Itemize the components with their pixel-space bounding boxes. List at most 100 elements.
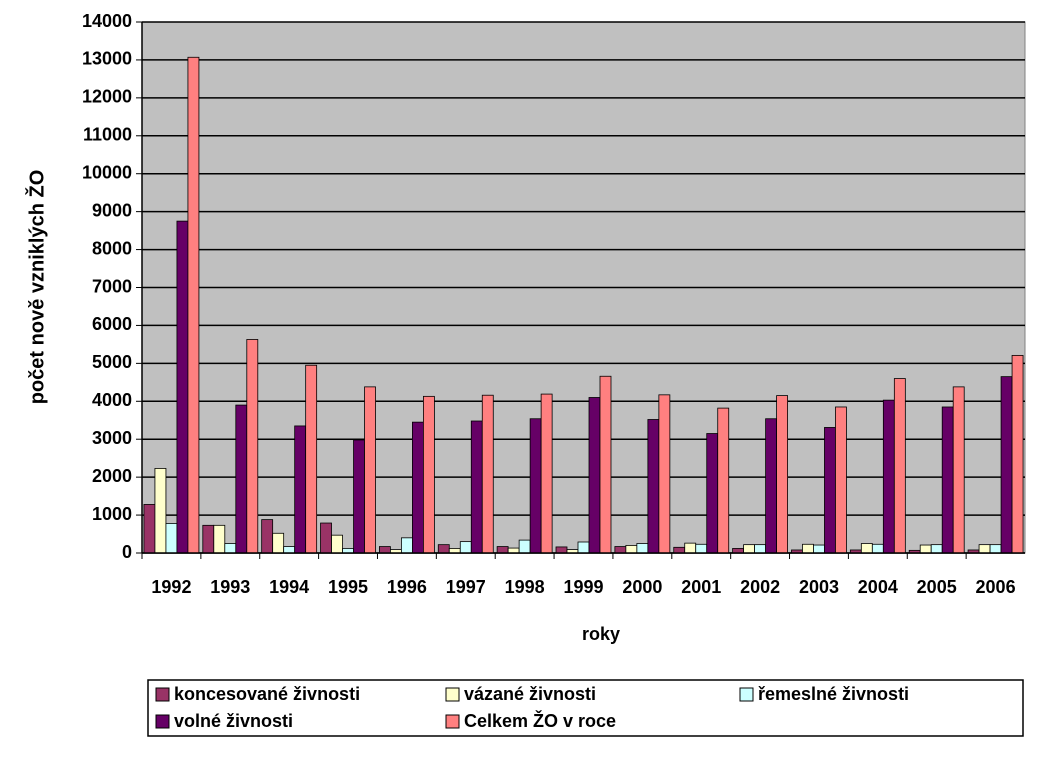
x-tick-label: 2002 xyxy=(740,577,780,597)
y-tick-label: 10000 xyxy=(82,162,132,182)
bar xyxy=(1011,354,1024,554)
bar xyxy=(695,543,708,554)
bar xyxy=(1000,376,1013,554)
legend-swatch xyxy=(155,687,170,702)
bar xyxy=(978,544,991,554)
bar xyxy=(437,544,450,554)
bar xyxy=(647,419,660,554)
y-axis-title: počet nově vzniklých ŽO xyxy=(24,170,48,405)
bar xyxy=(941,406,954,554)
bar xyxy=(684,542,697,554)
bar xyxy=(989,544,1002,554)
legend-swatch xyxy=(739,687,754,702)
bar xyxy=(754,544,766,554)
bar xyxy=(952,386,965,554)
bar xyxy=(625,545,638,554)
y-tick-label: 9000 xyxy=(92,200,132,220)
x-tick-label: 2001 xyxy=(681,577,721,597)
bar xyxy=(261,519,274,554)
bar xyxy=(481,394,494,554)
bar xyxy=(893,378,906,554)
x-tick-label: 2000 xyxy=(622,577,662,597)
bar xyxy=(246,339,259,554)
bar xyxy=(422,395,435,554)
bar xyxy=(824,427,836,554)
bar xyxy=(154,468,167,554)
legend-label: Celkem ŽO v roce xyxy=(464,710,616,731)
bar xyxy=(871,543,884,554)
legend-label: vázané živnosti xyxy=(464,684,596,704)
bar xyxy=(294,425,307,554)
bar xyxy=(835,406,847,554)
bar xyxy=(599,375,612,554)
bar xyxy=(176,220,189,554)
bar xyxy=(364,386,376,554)
x-axis-title: roky xyxy=(582,624,620,644)
bar xyxy=(187,56,200,554)
y-tick-label: 0 xyxy=(122,542,132,562)
y-tick-label: 1000 xyxy=(92,504,132,524)
legend-swatch xyxy=(155,714,170,729)
x-tick-label: 2005 xyxy=(917,577,957,597)
y-tick-label: 14000 xyxy=(82,11,132,31)
bar xyxy=(305,364,318,554)
bar xyxy=(272,532,285,554)
bar xyxy=(577,541,590,554)
bar xyxy=(320,522,332,554)
bar xyxy=(673,546,686,554)
bar xyxy=(717,407,730,554)
x-tick-label: 2006 xyxy=(976,577,1016,597)
y-tick-label: 11000 xyxy=(83,125,132,145)
bar xyxy=(411,421,424,554)
bar xyxy=(496,546,509,554)
bar xyxy=(706,433,719,554)
bar xyxy=(658,394,671,554)
bar xyxy=(378,546,391,554)
bar xyxy=(235,404,248,554)
bar xyxy=(588,397,601,554)
bar xyxy=(930,544,943,554)
bar xyxy=(470,420,483,554)
bar xyxy=(540,393,553,554)
x-tick-label: 1993 xyxy=(210,577,250,597)
bar xyxy=(400,537,413,554)
x-tick-label: 1997 xyxy=(446,577,486,597)
bar xyxy=(224,543,237,554)
bar xyxy=(813,544,825,554)
bar xyxy=(459,541,472,554)
legend-swatch xyxy=(445,714,460,729)
bar xyxy=(919,544,932,554)
bar xyxy=(165,523,178,554)
bar xyxy=(331,534,343,554)
bar xyxy=(202,524,215,554)
y-tick-label: 4000 xyxy=(92,390,132,410)
bar xyxy=(776,395,788,554)
bar xyxy=(860,543,873,554)
y-tick-label: 3000 xyxy=(92,428,132,448)
bar xyxy=(614,546,627,554)
legend-label: koncesované živnosti xyxy=(174,684,360,704)
y-tick-label: 7000 xyxy=(92,276,132,296)
x-tick-label: 2004 xyxy=(858,577,898,597)
bar xyxy=(636,543,649,554)
y-tick-label: 5000 xyxy=(92,352,132,372)
x-tick-label: 1994 xyxy=(269,577,309,597)
bar xyxy=(529,418,542,554)
bar xyxy=(743,544,755,554)
bar xyxy=(518,539,531,554)
y-tick-label: 2000 xyxy=(92,466,132,486)
x-tick-label: 1992 xyxy=(151,577,191,597)
x-tick-label: 1996 xyxy=(387,577,427,597)
y-tick-label: 13000 xyxy=(82,49,132,69)
bar xyxy=(882,399,895,554)
x-tick-label: 1998 xyxy=(505,577,545,597)
legend-label: volné živnosti xyxy=(174,711,293,731)
x-tick-label: 1999 xyxy=(563,577,603,597)
bar xyxy=(353,439,365,554)
bar xyxy=(555,546,568,554)
y-tick-label: 12000 xyxy=(82,87,132,107)
x-tick-label: 1995 xyxy=(328,577,368,597)
bar xyxy=(765,418,777,554)
y-tick-label: 8000 xyxy=(92,238,132,258)
